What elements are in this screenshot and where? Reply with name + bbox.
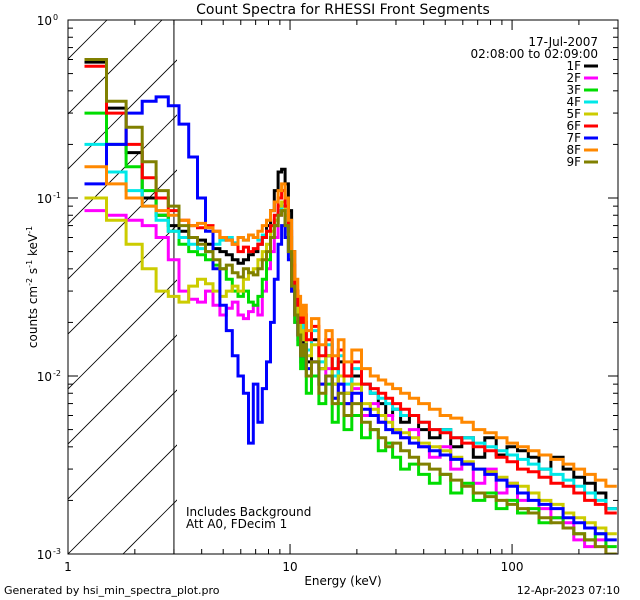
x-tick-label: 10 <box>282 560 297 574</box>
y-tick-exponent: 0 <box>53 13 58 22</box>
hatched-region <box>68 20 640 554</box>
x-tick-label: 1 <box>64 560 72 574</box>
footer-generated-by: Generated by hsi_min_spectra_plot.pro <box>4 584 220 597</box>
legend-label: 7F <box>566 131 581 145</box>
y-tick-exponent: -3 <box>53 547 61 556</box>
y-tick-exponent: -2 <box>53 369 61 378</box>
legend-label: 1F <box>566 59 581 73</box>
plot-frame <box>67 19 619 555</box>
legend-label: 6F <box>566 119 581 133</box>
x-tick-label: 100 <box>501 560 524 574</box>
hatch-line <box>68 20 163 115</box>
hatch-line <box>68 20 108 60</box>
hatch-line <box>68 224 177 335</box>
legend-label: 2F <box>566 71 581 85</box>
hatch-line <box>453 20 640 554</box>
y-tick-label: 10 <box>37 192 52 206</box>
series-6F <box>84 64 617 515</box>
hatch-line <box>68 169 177 280</box>
hatch-line <box>68 389 177 500</box>
series-1F <box>84 60 617 511</box>
series-7F <box>84 95 617 542</box>
hatch-line <box>68 444 177 554</box>
legend-label: 3F <box>566 83 581 97</box>
series-8F <box>84 165 617 488</box>
y-tick-label: 10 <box>37 370 52 384</box>
date-label: 17-Jul-2007 <box>528 35 598 49</box>
legend-label: 8F <box>566 143 581 157</box>
legend-label: 5F <box>566 107 581 121</box>
series-9F <box>84 58 617 554</box>
x-axis-label: Energy (keV) <box>304 574 381 588</box>
legend-label: 9F <box>566 155 581 169</box>
legend-label: 4F <box>566 95 581 109</box>
hatch-line <box>68 279 177 390</box>
hatch-line <box>398 20 640 554</box>
y-tick-label: 10 <box>37 548 52 562</box>
annotation-attenuator: Att A0, FDecim 1 <box>186 517 287 531</box>
series-group <box>84 58 617 554</box>
hatch-line <box>618 20 640 554</box>
y-tick-label: 10 <box>37 14 52 28</box>
footer-timestamp: 12-Apr-2023 07:10 <box>517 584 620 597</box>
chart-title: Count Spectra for RHESSI Front Segments <box>196 2 490 18</box>
time-range-label: 02:08:00 to 02:09:00 <box>471 47 598 61</box>
hatch-line <box>68 59 177 170</box>
y-tick-exponent: -1 <box>53 191 61 200</box>
series-3F <box>84 111 617 549</box>
annotation-background: Includes Background <box>186 505 311 519</box>
y-axis-label: counts cm-2 s-1 keV-1 <box>25 226 40 348</box>
